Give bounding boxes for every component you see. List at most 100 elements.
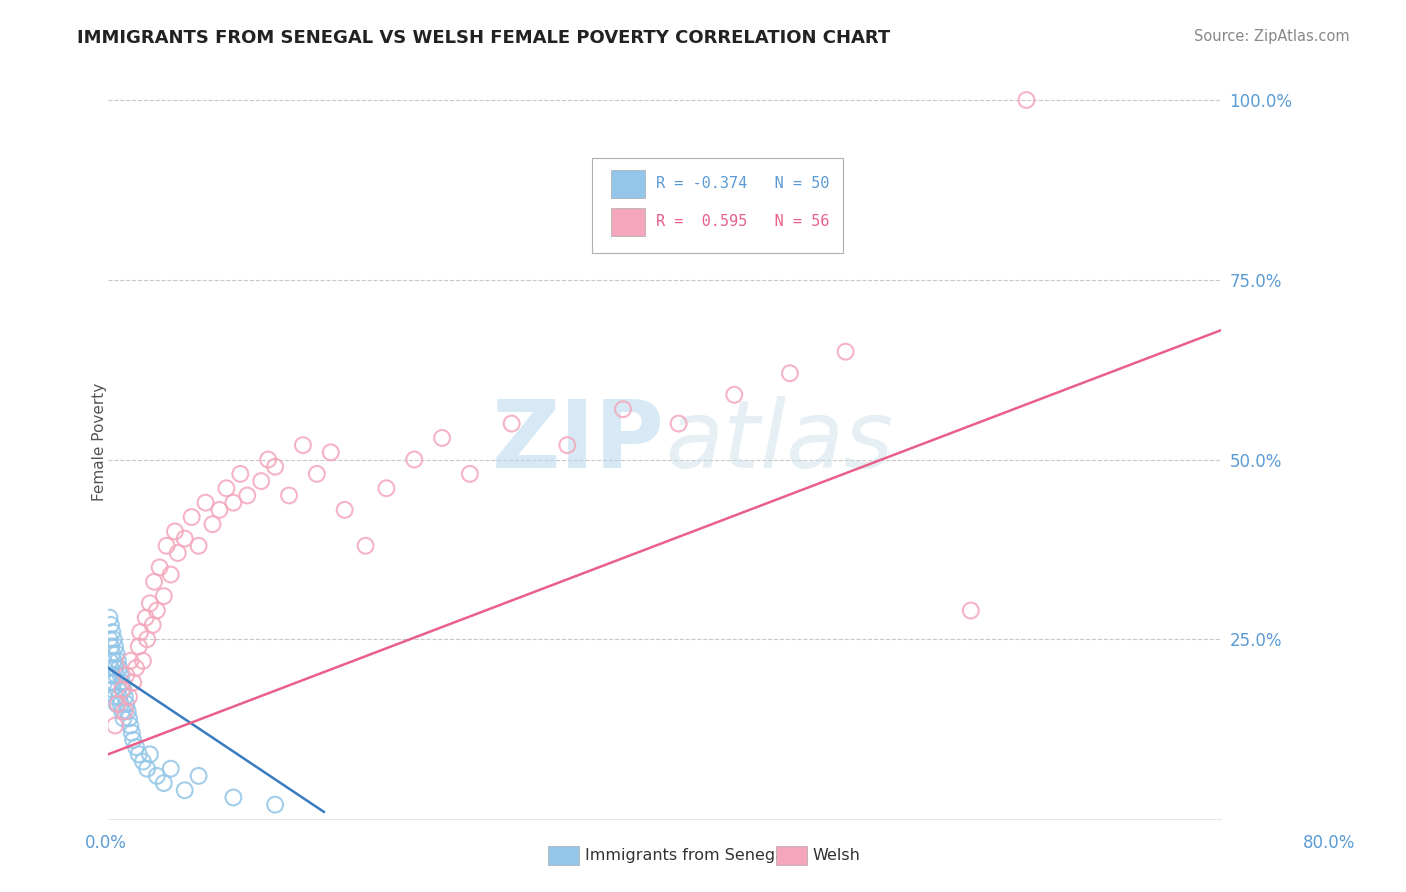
Point — [264, 797, 287, 812]
Point — [143, 574, 166, 589]
Point — [139, 747, 162, 762]
Text: Immigrants from Senegal: Immigrants from Senegal — [585, 848, 789, 863]
Point — [101, 682, 124, 697]
Point — [136, 632, 159, 647]
Point — [105, 697, 128, 711]
Point — [121, 725, 143, 739]
Point — [104, 640, 127, 654]
Point — [153, 776, 176, 790]
Point — [723, 388, 745, 402]
Point — [201, 517, 224, 532]
Point — [136, 762, 159, 776]
Point — [100, 640, 122, 654]
Point — [155, 539, 177, 553]
Point — [187, 769, 209, 783]
Point — [125, 740, 148, 755]
Point — [125, 661, 148, 675]
Point — [101, 668, 124, 682]
Point — [128, 747, 150, 762]
Point — [110, 697, 132, 711]
Point — [103, 632, 125, 647]
Point — [291, 438, 314, 452]
Point — [264, 459, 287, 474]
Point — [110, 668, 132, 682]
Point — [111, 675, 134, 690]
Point — [111, 682, 134, 697]
Point — [118, 690, 141, 704]
Point — [668, 417, 690, 431]
Point — [104, 690, 127, 704]
Point — [120, 718, 142, 732]
Text: IMMIGRANTS FROM SENEGAL VS WELSH FEMALE POVERTY CORRELATION CHART: IMMIGRANTS FROM SENEGAL VS WELSH FEMALE … — [77, 29, 890, 46]
Point — [114, 704, 136, 718]
Point — [236, 488, 259, 502]
Point — [187, 539, 209, 553]
Point — [159, 567, 181, 582]
Point — [146, 769, 169, 783]
Point — [101, 625, 124, 640]
Point — [612, 402, 634, 417]
Point — [194, 496, 217, 510]
Point — [101, 647, 124, 661]
Text: Source: ZipAtlas.com: Source: ZipAtlas.com — [1194, 29, 1350, 44]
Y-axis label: Female Poverty: Female Poverty — [93, 383, 107, 500]
Point — [375, 481, 398, 495]
Point — [501, 417, 523, 431]
Point — [112, 682, 135, 697]
Point — [105, 647, 128, 661]
Point — [129, 625, 152, 640]
Point — [115, 697, 138, 711]
Point — [103, 675, 125, 690]
Point — [142, 618, 165, 632]
Point — [229, 467, 252, 481]
Point — [430, 431, 453, 445]
Point — [222, 790, 245, 805]
Point — [100, 618, 122, 632]
Point — [114, 690, 136, 704]
Point — [105, 668, 128, 682]
Point — [404, 452, 426, 467]
Point — [180, 510, 202, 524]
Point — [305, 467, 328, 481]
Point — [108, 661, 131, 675]
FancyBboxPatch shape — [612, 208, 645, 236]
FancyBboxPatch shape — [592, 159, 842, 252]
Text: 0.0%: 0.0% — [84, 834, 127, 852]
Point — [132, 654, 155, 668]
Point — [107, 682, 129, 697]
Point — [173, 532, 195, 546]
Point — [153, 589, 176, 603]
Text: atlas: atlas — [665, 396, 893, 487]
Point — [132, 755, 155, 769]
Point — [112, 711, 135, 725]
Point — [959, 603, 981, 617]
Point — [115, 668, 138, 682]
Point — [166, 546, 188, 560]
Point — [118, 711, 141, 725]
Point — [458, 467, 481, 481]
Text: R = -0.374   N = 50: R = -0.374 N = 50 — [655, 176, 830, 191]
Point — [250, 474, 273, 488]
Point — [257, 452, 280, 467]
Point — [555, 438, 578, 452]
Point — [135, 610, 157, 624]
Point — [149, 560, 172, 574]
Point — [1015, 93, 1038, 107]
Point — [215, 481, 238, 495]
Text: ZIP: ZIP — [492, 395, 665, 488]
Point — [122, 733, 145, 747]
Point — [146, 603, 169, 617]
Point — [173, 783, 195, 797]
Point — [319, 445, 342, 459]
Point — [139, 596, 162, 610]
Point — [117, 704, 139, 718]
Point — [107, 697, 129, 711]
Point — [103, 654, 125, 668]
Point — [100, 661, 122, 675]
Point — [333, 503, 356, 517]
Point — [98, 654, 121, 668]
Point — [222, 496, 245, 510]
Text: 80.0%: 80.0% — [1302, 834, 1355, 852]
Point — [104, 661, 127, 675]
Text: R =  0.595   N = 56: R = 0.595 N = 56 — [655, 213, 830, 228]
